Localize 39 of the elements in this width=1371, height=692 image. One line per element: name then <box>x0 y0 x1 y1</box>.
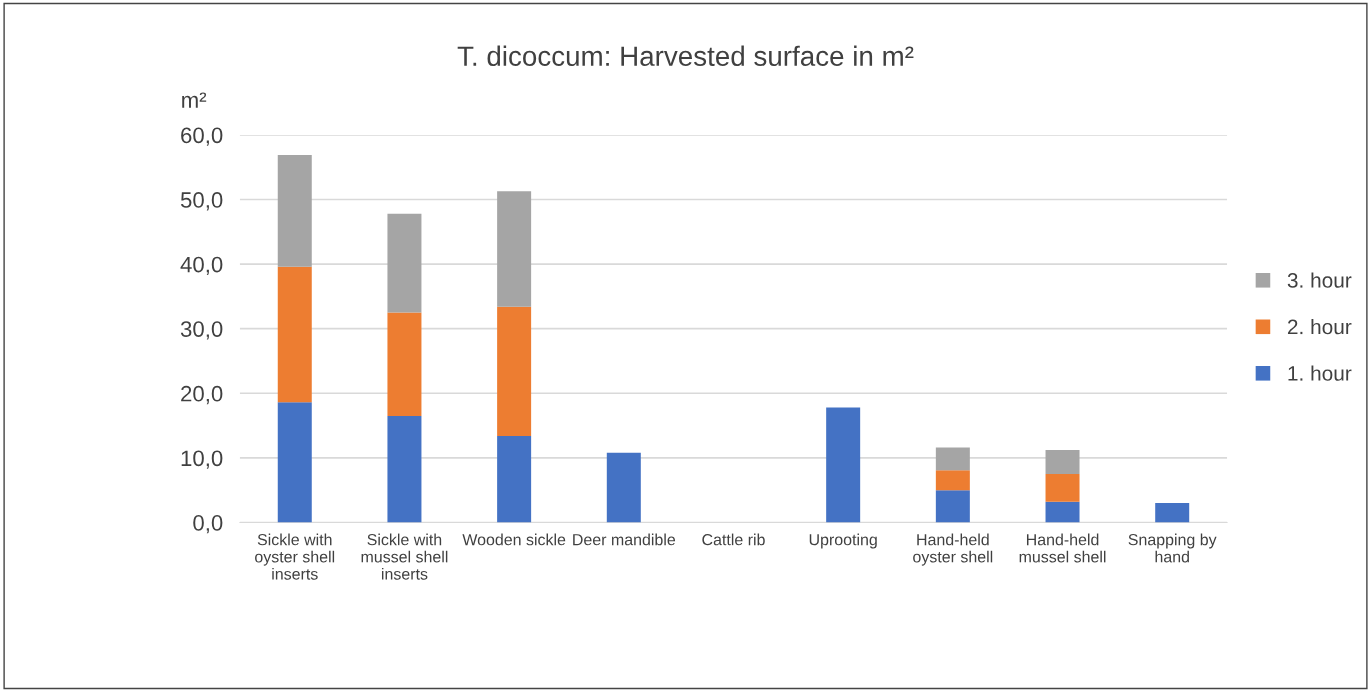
x-tick-label: Cattle rib <box>702 533 765 546</box>
legend-label: 1. hour <box>1288 365 1352 381</box>
y-tick-label: 20,0 <box>181 385 223 405</box>
x-tick-label: Deer mandible <box>573 533 676 546</box>
bar <box>935 447 970 471</box>
bar <box>387 312 422 416</box>
bar <box>606 452 641 523</box>
bar <box>277 266 312 403</box>
bar <box>1045 501 1080 523</box>
bar <box>935 470 970 491</box>
bar <box>1045 450 1080 475</box>
y-axis-title: m² <box>182 92 207 108</box>
y-tick-label: 30,0 <box>180 321 223 340</box>
y-tick-label: 60,0 <box>181 127 223 146</box>
x-tick-label: Hand-held oyster shell <box>913 533 993 566</box>
bar <box>387 415 422 523</box>
bar <box>826 407 861 523</box>
x-tick-label: Snapping by hand <box>1128 533 1217 563</box>
legend-label: 3. hour <box>1287 272 1352 288</box>
x-tick-label: Sickle with mussel shell inserts <box>361 533 448 580</box>
y-tick-label: 10,0 <box>181 450 223 469</box>
bar <box>497 306 532 436</box>
bar <box>497 191 532 307</box>
x-tick-label: Wooden sickle <box>462 533 566 546</box>
chart-title: T. dicoccum: Harvested surface in m² <box>457 45 914 67</box>
bar <box>1155 503 1190 523</box>
y-tick-label: 40,0 <box>180 256 223 276</box>
x-tick-label: Hand-held mussel shell <box>1019 533 1106 563</box>
x-tick-label: Uprooting <box>809 533 877 549</box>
y-tick-label: 0,0 <box>193 514 223 534</box>
bar <box>497 435 532 523</box>
bar <box>935 490 970 523</box>
bar <box>277 154 312 267</box>
y-tick-label: 50,0 <box>180 192 223 211</box>
legend-label: 2. hour <box>1287 318 1352 335</box>
bar <box>1045 474 1080 502</box>
bar <box>277 402 312 523</box>
bar <box>387 213 422 313</box>
x-tick-label: Sickle with oyster shell inserts <box>255 533 335 580</box>
